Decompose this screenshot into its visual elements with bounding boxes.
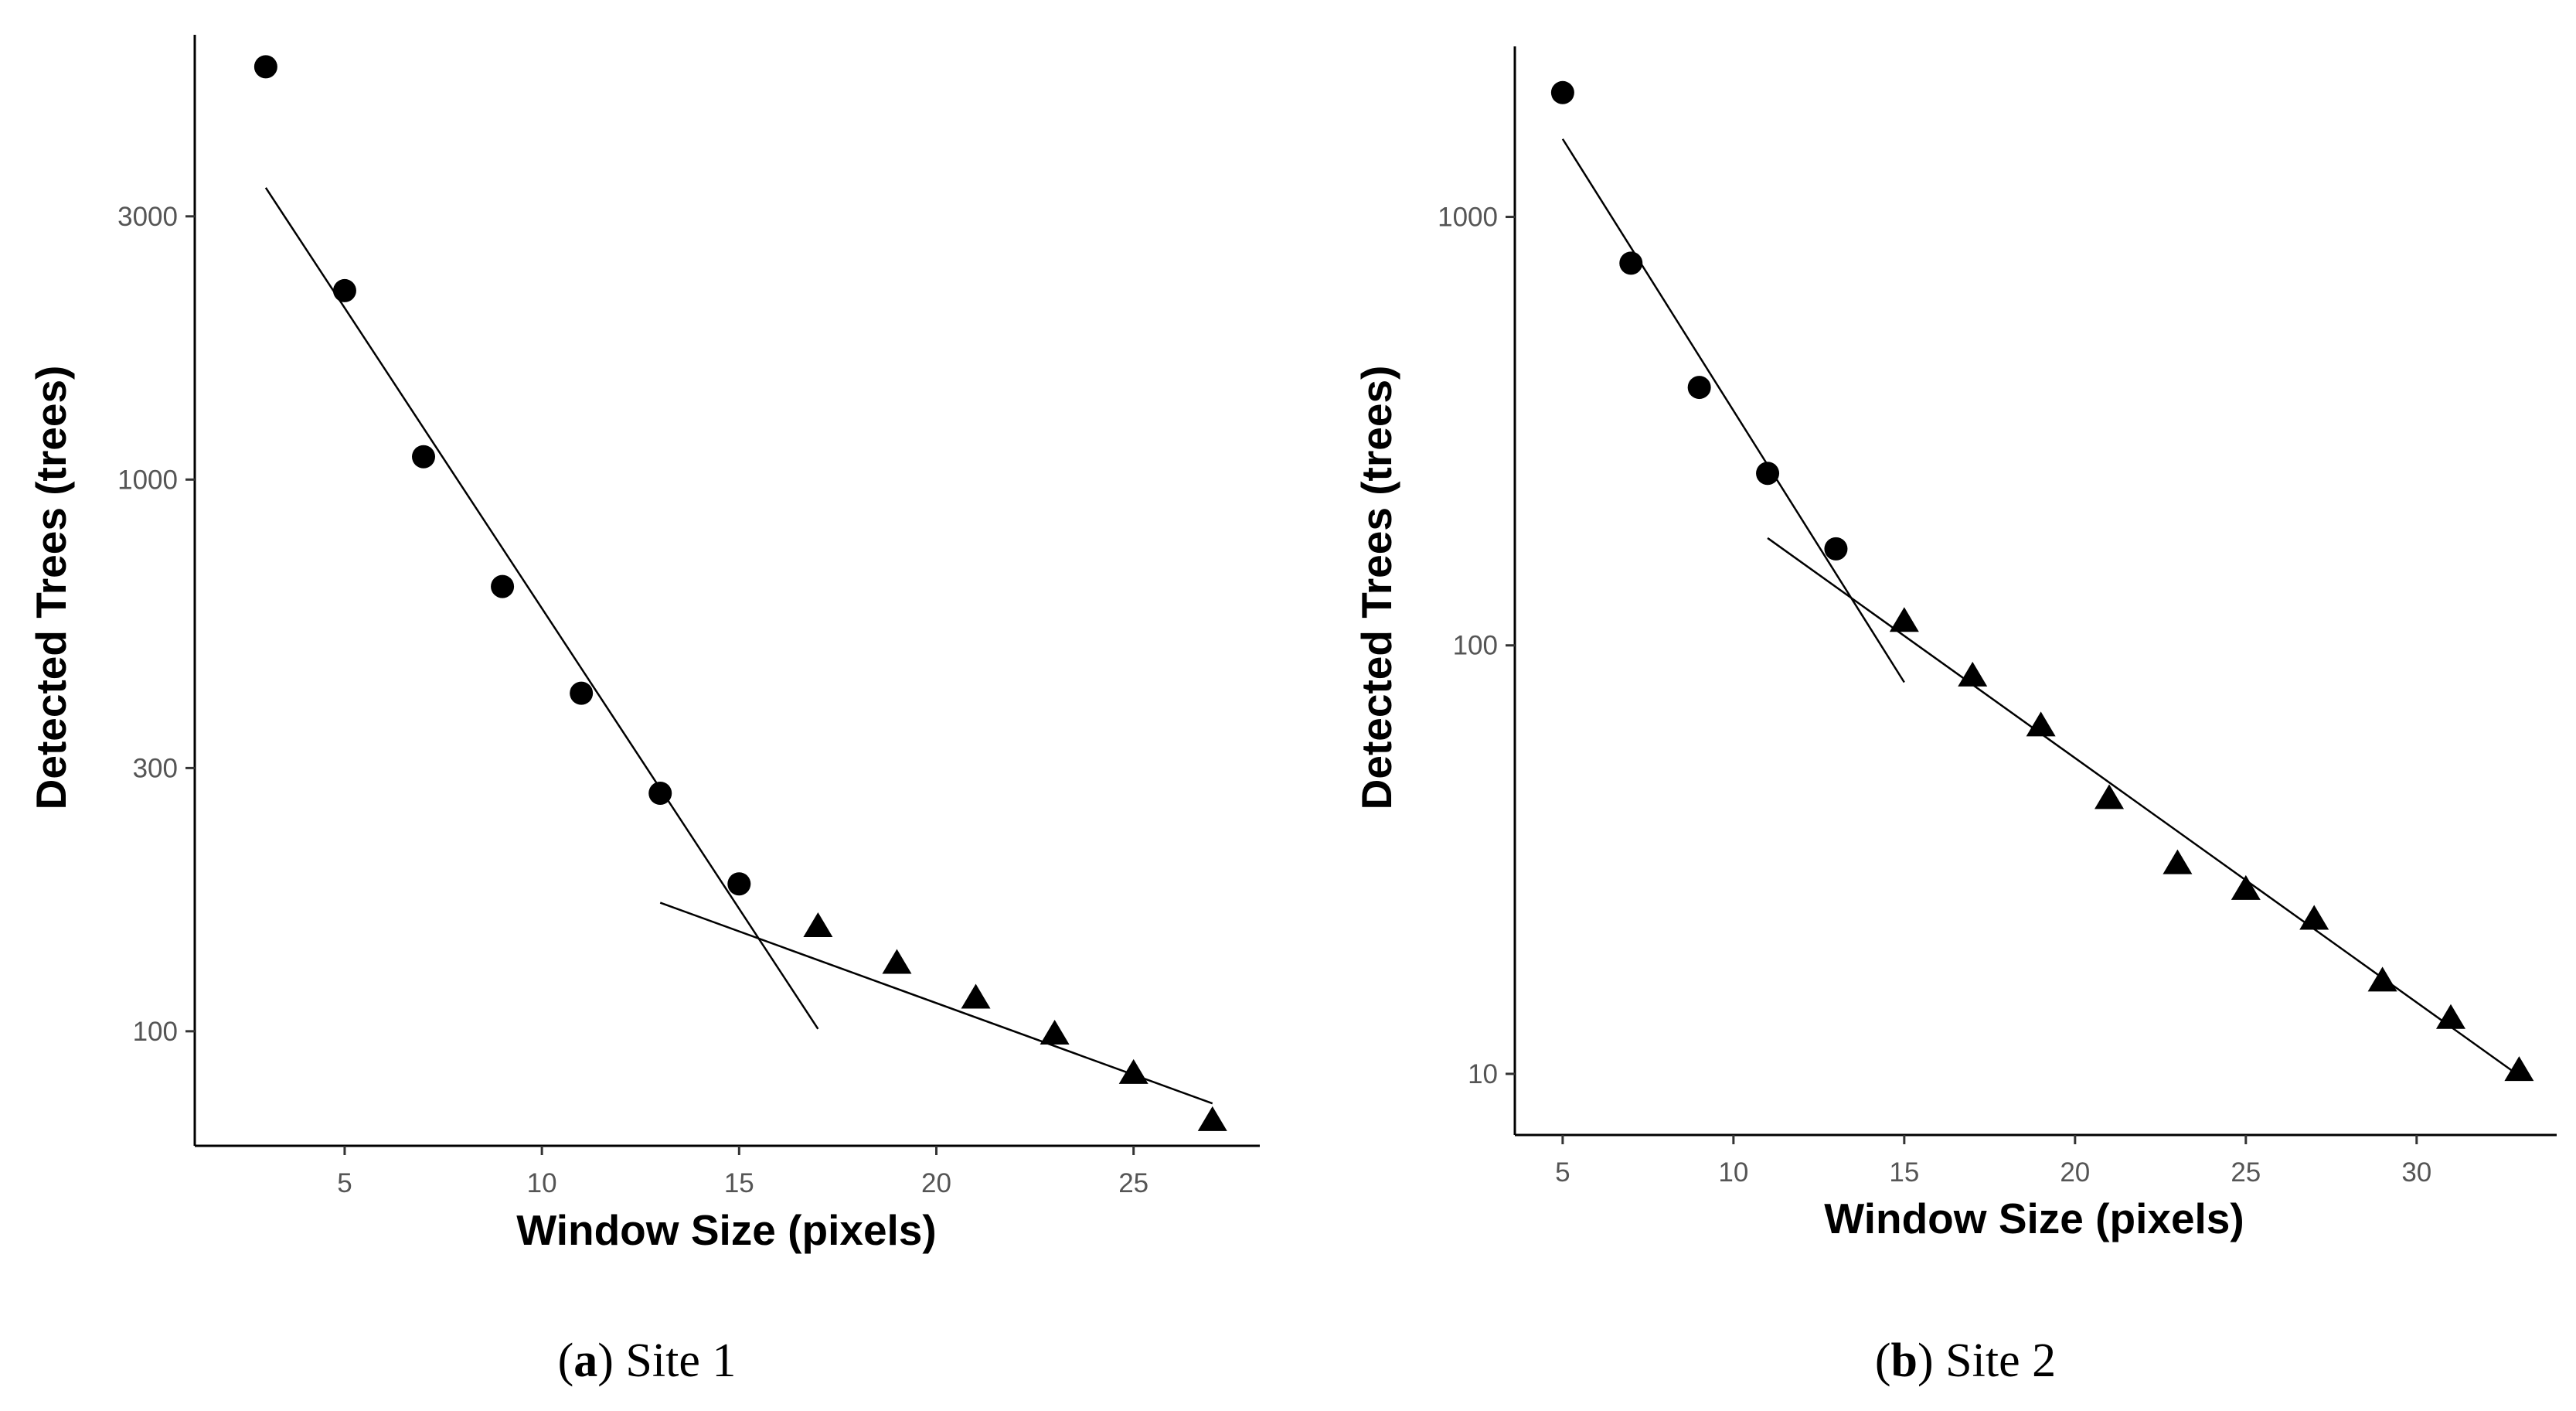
data-point-circle [254, 55, 277, 79]
y-tick-label: 1000 [1438, 203, 1498, 233]
data-point-triangle [2299, 905, 2329, 930]
panel-caption: (a) Site 1 [558, 1334, 737, 1387]
caption-text: Site 2 [1945, 1334, 2056, 1387]
x-tick-label: 15 [1889, 1157, 1919, 1188]
caption-paren-open: ( [1875, 1334, 1891, 1387]
data-point-circle [1824, 537, 1848, 561]
caption-letter: a [573, 1334, 597, 1387]
data-point-triangle [2026, 711, 2056, 737]
x-tick-label: 10 [527, 1168, 557, 1198]
caption-paren-close: ) [1918, 1334, 1945, 1387]
data-point-circle [1687, 376, 1711, 400]
data-point-triangle [803, 912, 833, 938]
x-axis-title: Window Size (pixels) [516, 1206, 936, 1254]
x-tick-label: 5 [1555, 1157, 1570, 1188]
y-tick-label: 100 [133, 1017, 178, 1047]
caption-letter: b [1891, 1334, 1918, 1387]
data-point-circle [648, 782, 672, 806]
y-axis-title: Detected Trees (trees) [27, 366, 75, 810]
fit-line [264, 187, 819, 1030]
data-point-triangle [1040, 1019, 1070, 1045]
x-axis-title: Window Size (pixels) [1824, 1195, 2244, 1242]
x-tick-label: 15 [724, 1168, 754, 1198]
caption-paren-open: ( [558, 1334, 574, 1387]
data-point-circle [491, 574, 515, 598]
data-point-triangle [2367, 966, 2397, 992]
data-point-triangle [2163, 849, 2193, 874]
data-point-triangle [2504, 1056, 2534, 1082]
y-tick-label: 300 [133, 753, 178, 783]
x-tick-label: 20 [921, 1168, 951, 1198]
x-tick-label: 5 [337, 1168, 352, 1198]
panel-b-site-2: 5 10 15 20 25 30 10 100 1000 Window Size (pixels)… [1353, 46, 2557, 1387]
panel-caption: (b) Site 2 [1875, 1334, 2056, 1387]
x-tick-label: 10 [1718, 1157, 1748, 1188]
panel-a-site-1: 5 10 15 20 25 100 300 1000 3000 Window Size (pixe… [27, 35, 1260, 1387]
fit-line [659, 901, 1213, 1105]
data-point-circle [727, 872, 751, 896]
data-point-triangle [1958, 661, 1988, 687]
x-tick-label: 25 [1118, 1168, 1148, 1198]
data-point-triangle [2231, 874, 2261, 900]
data-point-circle [332, 278, 356, 302]
x-tick-label: 20 [2060, 1157, 2090, 1188]
y-tick-label: 10 [1468, 1059, 1498, 1089]
data-point-triangle [1889, 607, 1919, 632]
data-point-triangle [2094, 784, 2125, 809]
data-point-triangle [1118, 1058, 1148, 1084]
x-tick-label: 30 [2401, 1157, 2431, 1188]
x-tick-label: 25 [2231, 1157, 2261, 1188]
y-tick-label: 100 [1453, 631, 1498, 661]
data-point-circle [1619, 251, 1643, 275]
y-axis-title: Detected Trees (trees) [1353, 366, 1400, 810]
data-point-triangle [1197, 1106, 1227, 1131]
data-point-circle [412, 445, 436, 469]
fit-line [1767, 537, 2520, 1077]
y-tick-label: 3000 [117, 202, 178, 232]
y-tick-label: 1000 [117, 465, 178, 495]
fit-line [1561, 138, 1905, 683]
data-point-circle [1756, 462, 1780, 486]
caption-paren-close: ) [597, 1334, 625, 1387]
data-point-triangle [2435, 1004, 2465, 1029]
data-point-circle [570, 681, 594, 705]
data-point-triangle [961, 983, 991, 1009]
data-point-triangle [882, 949, 912, 974]
data-point-circle [1550, 80, 1574, 104]
caption-text: Site 1 [625, 1334, 736, 1387]
